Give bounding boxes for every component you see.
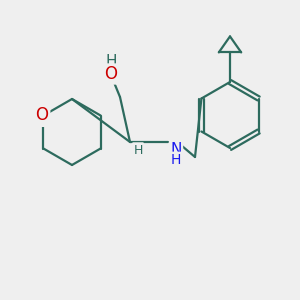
Text: H: H	[133, 143, 143, 157]
Text: H: H	[171, 153, 181, 167]
Text: O: O	[104, 65, 118, 83]
Text: H: H	[105, 55, 117, 70]
Text: N: N	[170, 142, 182, 158]
Text: O: O	[35, 106, 48, 124]
